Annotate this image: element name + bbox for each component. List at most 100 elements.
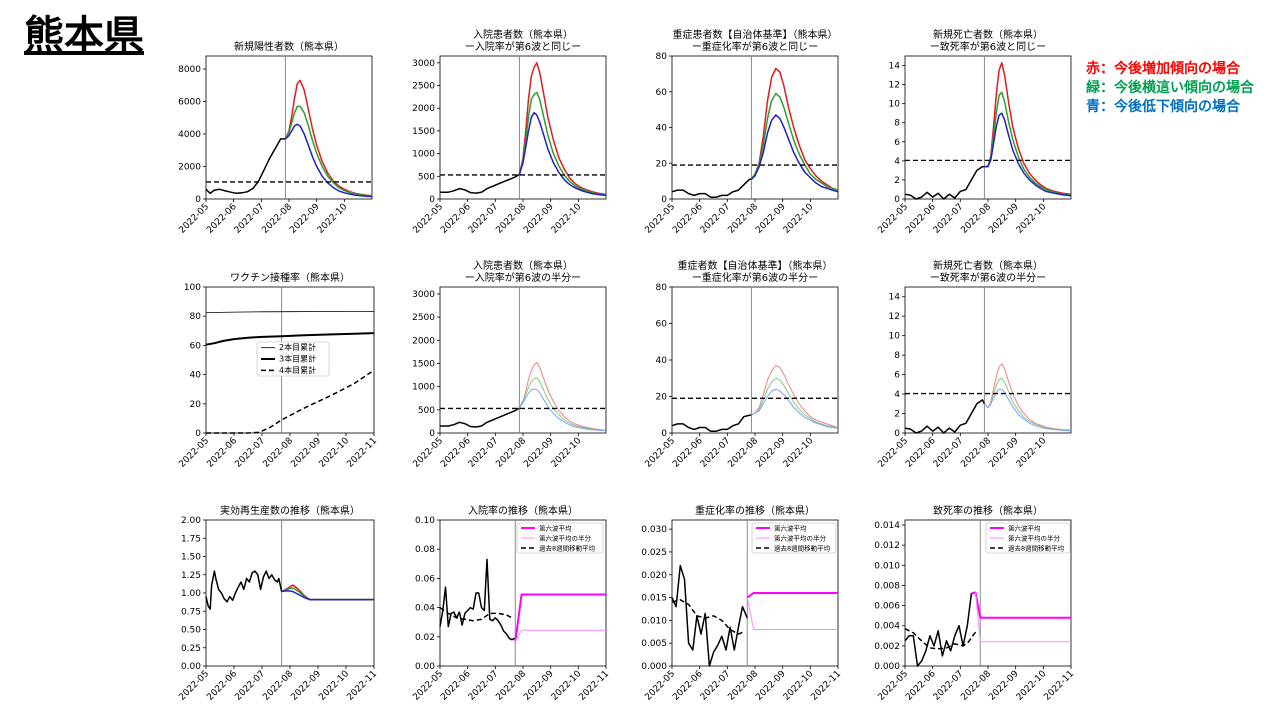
series-line: [205, 138, 286, 195]
y-tick-label: 2000: [412, 336, 435, 346]
y-tick-label: 12: [889, 81, 900, 91]
series-line: [514, 593, 606, 642]
y-tick-label: 0: [195, 195, 201, 205]
x-tick-label: 2022-07: [233, 436, 267, 470]
series-line: [975, 592, 1071, 643]
y-tick-label: 0.50: [181, 626, 201, 636]
y-tick-label: 80: [656, 283, 668, 293]
y-tick-label: 0.010: [641, 616, 667, 626]
legend-label: 第六波平均の半分: [539, 534, 592, 543]
y-tick-label: 40: [656, 356, 668, 366]
series-line: [904, 399, 986, 434]
y-tick-label: 100: [184, 283, 201, 293]
chart-title: 入院患者数（熊本県）: [473, 259, 573, 272]
series-line: [439, 558, 516, 641]
y-tick-label: 0.010: [874, 561, 900, 571]
chart-c7: 重症者数【自治体基準】（熊本県）ー重症化率が第6波の半分ー 0 20 40 60 80 20…: [643, 259, 839, 470]
x-tick-label: 2022-10: [550, 202, 584, 236]
y-tick-label: 500: [418, 406, 435, 416]
series-line: [440, 173, 520, 194]
y-tick-label: 3000: [412, 59, 435, 69]
y-tick-label: 0: [894, 195, 900, 205]
legend-label: 過去8週間移動平均: [1008, 544, 1065, 553]
y-tick-label: 60: [656, 88, 668, 98]
legend-box: [516, 522, 604, 554]
series-line: [751, 365, 839, 428]
chart-title: 新規陽性者数（熊本県）: [234, 40, 344, 53]
x-tick-label: 2022-11: [1042, 669, 1076, 703]
chart-title: ー入院率が第6波と同じー: [465, 40, 581, 53]
chart-c10: 入院率の推移（熊本県） 0.00 0.02 0.04 0.06 0.08 0.10 2022-…: [411, 504, 611, 703]
y-tick-label: 0.005: [641, 639, 667, 649]
x-tick-label: 2022-11: [809, 669, 843, 703]
legend-label: 第六波平均: [539, 524, 572, 533]
chart-title: 重症者数【自治体基準】（熊本県）: [678, 259, 833, 272]
y-tick-label: 20: [656, 159, 668, 169]
legend-label: 4本目累計: [279, 365, 316, 375]
y-tick-label: 1000: [412, 383, 435, 393]
series-line: [984, 388, 1072, 432]
legend-label: 2本目累計: [279, 342, 316, 352]
series-line: [984, 61, 1072, 195]
chart-title: 入院患者数（熊本県）: [473, 28, 573, 41]
y-tick-label: 6000: [178, 98, 201, 108]
y-tick-label: 2500: [412, 313, 435, 323]
chart-title: 重症患者数【自治体基準】（熊本県）: [673, 28, 838, 41]
series-line: [518, 62, 607, 196]
y-tick-label: 6: [894, 138, 900, 148]
series-line: [750, 92, 839, 191]
series-line: [518, 377, 607, 431]
chart-title: 新規死亡者数（熊本県）: [933, 28, 1043, 41]
series-line: [984, 91, 1072, 196]
x-tick-label: 2022-10: [782, 202, 816, 236]
y-tick-label: 0.030: [641, 525, 667, 535]
y-tick-label: 12: [889, 312, 900, 322]
series-line: [206, 369, 375, 434]
scenario-legend: 赤：今後増加傾向の場合 緑：今後横這い傾向の場合 青：今後低下傾向の場合: [1086, 60, 1254, 117]
chart-title: ワクチン接種率（熊本県）: [230, 271, 350, 284]
x-tick-label: 2022-11: [345, 669, 379, 703]
legend-label: 過去8週間移動平均: [539, 544, 596, 553]
legend-box: [751, 522, 837, 554]
y-tick-label: 20: [190, 400, 202, 410]
y-tick-label: 0.015: [641, 594, 667, 604]
x-tick-label: 2022-10: [316, 202, 350, 236]
series-line: [971, 591, 1071, 619]
y-tick-label: 2500: [412, 82, 435, 92]
y-tick-label: 0.08: [415, 545, 435, 555]
y-tick-label: 2: [894, 176, 900, 186]
legend-label: 第六波平均の半分: [774, 534, 827, 543]
chart-c8: 新規死亡者数（熊本県）ー致死率が第6波の半分ー024681012142022-0…: [876, 259, 1072, 470]
y-tick-label: 60: [190, 341, 202, 351]
plot-frame: [439, 286, 607, 434]
chart-title: 新規死亡者数（熊本県）: [933, 259, 1043, 272]
series-line: [518, 111, 607, 197]
y-tick-label: 0.00: [181, 662, 201, 672]
page-title: 熊本県: [24, 13, 144, 59]
chart-c3: 重症患者数【自治体基準】（熊本県）ー重症化率が第6波と同じー 0 20 40 60 80 2…: [643, 28, 839, 236]
chart-title: 入院率の推移（熊本県）: [468, 504, 578, 517]
series-line: [750, 114, 839, 193]
y-tick-label: 0.000: [641, 662, 667, 672]
chart-title: 重症化率の推移（熊本県）: [695, 504, 815, 517]
x-tick-label: 2022-10: [782, 436, 816, 470]
y-tick-label: 0.000: [874, 662, 900, 672]
y-tick-label: 1.50: [181, 553, 201, 563]
series-line: [751, 377, 839, 428]
series-line: [751, 388, 839, 429]
y-tick-label: 2000: [412, 104, 435, 114]
x-tick-label: 2022-10: [550, 436, 584, 470]
chart-c1: 新規陽性者数（熊本県）020004000600080002022-052022-…: [177, 40, 373, 236]
chart-c6: 入院患者数（熊本県）ー入院率が第6波の半分ー 0 500 1000 1500 2000 25…: [411, 259, 607, 470]
series-line: [750, 67, 839, 191]
y-tick-label: 80: [190, 312, 202, 322]
y-tick-label: 2: [894, 410, 900, 420]
x-tick-label: 2022-11: [577, 669, 611, 703]
y-tick-label: 40: [656, 124, 668, 134]
series-line: [281, 590, 374, 601]
y-tick-label: 0.10: [415, 516, 435, 526]
plot-frame: [205, 519, 375, 667]
